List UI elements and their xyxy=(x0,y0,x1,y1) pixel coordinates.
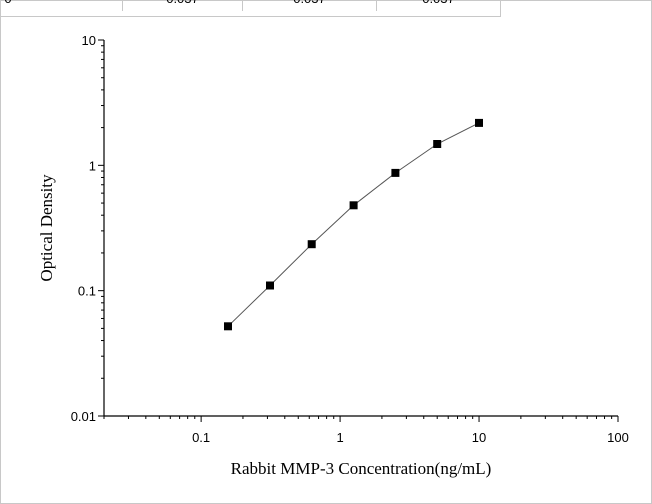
data-point xyxy=(349,201,358,210)
table-cell: 0 xyxy=(0,0,16,11)
series-line xyxy=(227,122,480,327)
table-cell: 0.037 xyxy=(122,0,242,11)
table-cell: 0.037 xyxy=(242,0,376,11)
ticks xyxy=(98,39,619,422)
axes xyxy=(103,40,618,417)
y-tick-label: 10 xyxy=(82,33,96,48)
y-axis-title: Optical Density xyxy=(37,174,56,282)
table-cell: 0.037 xyxy=(376,0,500,11)
data-point xyxy=(433,140,442,148)
data-point xyxy=(475,118,483,127)
table-fragment: 0 0.037 0.037 0.037 xyxy=(0,0,501,17)
data-points xyxy=(224,118,483,331)
y-tick-label: 0.01 xyxy=(71,409,96,424)
tick-labels: 0.1 1 10 100 0.01 0.1 1 10 xyxy=(71,33,629,445)
data-point xyxy=(307,240,316,249)
x-tick-label: 1 xyxy=(336,430,343,445)
y-tick-label: 0.1 xyxy=(78,284,96,299)
x-axis-title: Rabbit MMP-3 Concentration(ng/mL) xyxy=(231,459,492,478)
x-tick-label: 0.1 xyxy=(192,430,210,445)
data-point xyxy=(266,281,274,290)
x-tick-label: 100 xyxy=(607,430,629,445)
data-point xyxy=(224,322,232,331)
data-point xyxy=(391,168,400,177)
x-tick-label: 10 xyxy=(472,430,486,445)
y-tick-label: 1 xyxy=(89,158,96,173)
